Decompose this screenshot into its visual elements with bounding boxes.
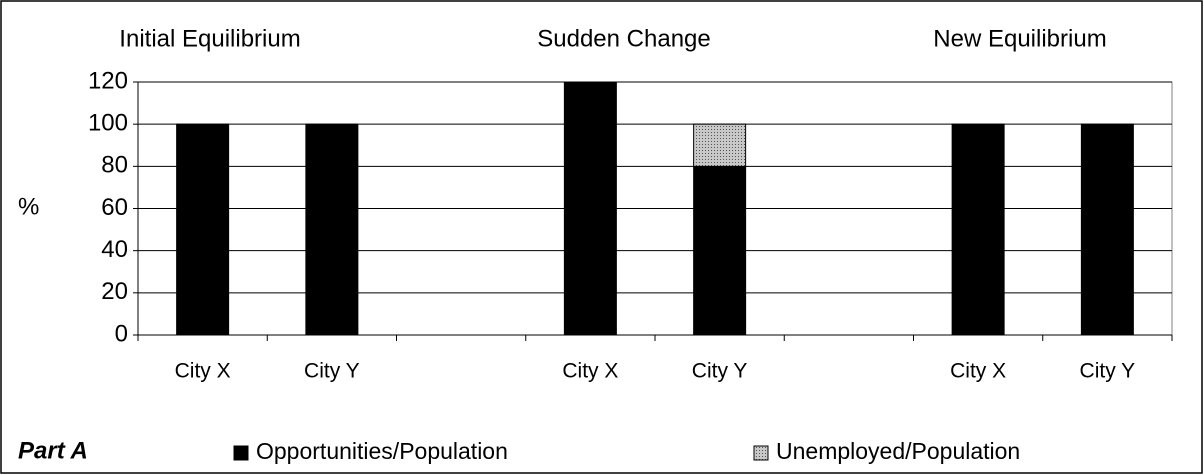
y-axis-label: % — [18, 193, 39, 220]
x-tick-label: City X — [562, 360, 618, 383]
x-tick-label: City X — [950, 360, 1006, 383]
bar — [693, 165, 747, 336]
group-title: New Equilibrium — [933, 25, 1106, 52]
bar — [305, 123, 359, 336]
y-tick-label: 0 — [115, 320, 128, 347]
group-title: Sudden Change — [537, 25, 710, 52]
y-tick-label: 40 — [101, 236, 128, 263]
group-title: Initial Equilibrium — [119, 25, 300, 52]
y-tick-label: 60 — [101, 194, 128, 221]
legend-label: Opportunities/Population — [256, 438, 508, 464]
y-tick-label: 120 — [88, 67, 128, 94]
legend-swatch — [233, 445, 249, 461]
bar — [693, 123, 747, 167]
x-tick-label: City X — [175, 360, 231, 383]
y-tick-label: 20 — [101, 278, 128, 305]
x-tick-label: City Y — [1080, 360, 1136, 383]
bar — [1080, 123, 1134, 336]
y-tick-label: 80 — [101, 152, 128, 179]
bar — [951, 123, 1005, 336]
y-tick-label: 100 — [88, 110, 128, 137]
legend-swatch — [753, 445, 769, 461]
part-label: Part A — [18, 437, 88, 464]
bar — [176, 123, 230, 336]
bar — [563, 81, 617, 336]
legend-label: Unemployed/Population — [776, 438, 1020, 464]
x-tick-label: City Y — [304, 360, 360, 383]
x-tick-label: City Y — [692, 360, 748, 383]
